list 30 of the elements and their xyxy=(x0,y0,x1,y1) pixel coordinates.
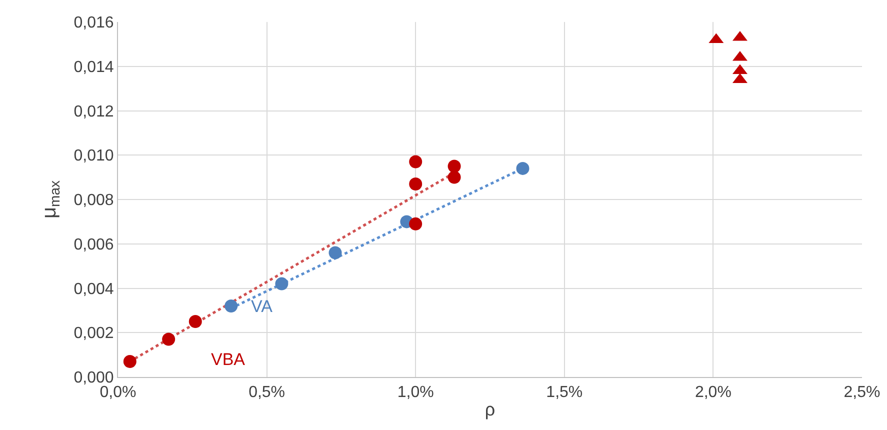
y-tick-label: 0,008 xyxy=(74,192,114,210)
y-tick-label: 0,006 xyxy=(74,236,114,254)
y-tick-label: 0,014 xyxy=(74,58,114,76)
point xyxy=(516,162,530,175)
y-tick-label: 0,004 xyxy=(74,280,114,298)
point xyxy=(162,332,176,346)
point xyxy=(409,217,422,230)
point xyxy=(188,315,202,328)
point xyxy=(328,246,342,260)
point xyxy=(409,155,422,168)
point xyxy=(275,277,288,290)
point xyxy=(448,170,461,184)
point xyxy=(224,300,238,312)
y-tick-label: 0,000 xyxy=(74,370,114,387)
x-tick-label: 2,0% xyxy=(694,384,732,402)
point xyxy=(409,177,422,190)
y-tick-label: 0,010 xyxy=(74,148,114,165)
x-tick-label: 1,0% xyxy=(397,384,434,402)
series-label: VBA xyxy=(211,350,246,369)
point xyxy=(123,354,136,368)
x-tick-label: 0,5% xyxy=(248,384,286,402)
y-tick-label: 0,012 xyxy=(74,103,114,120)
x-tick-label: 0,0% xyxy=(100,384,136,402)
x-tick-label: 2,5% xyxy=(844,384,880,402)
point xyxy=(448,160,461,173)
y-tick-label: 0,002 xyxy=(74,325,114,342)
x-tick-label: 1,5% xyxy=(546,384,583,402)
y-tick-label: 0,016 xyxy=(74,14,114,32)
x-axis-title: ρ xyxy=(484,399,496,420)
series-label: VA xyxy=(251,297,274,316)
